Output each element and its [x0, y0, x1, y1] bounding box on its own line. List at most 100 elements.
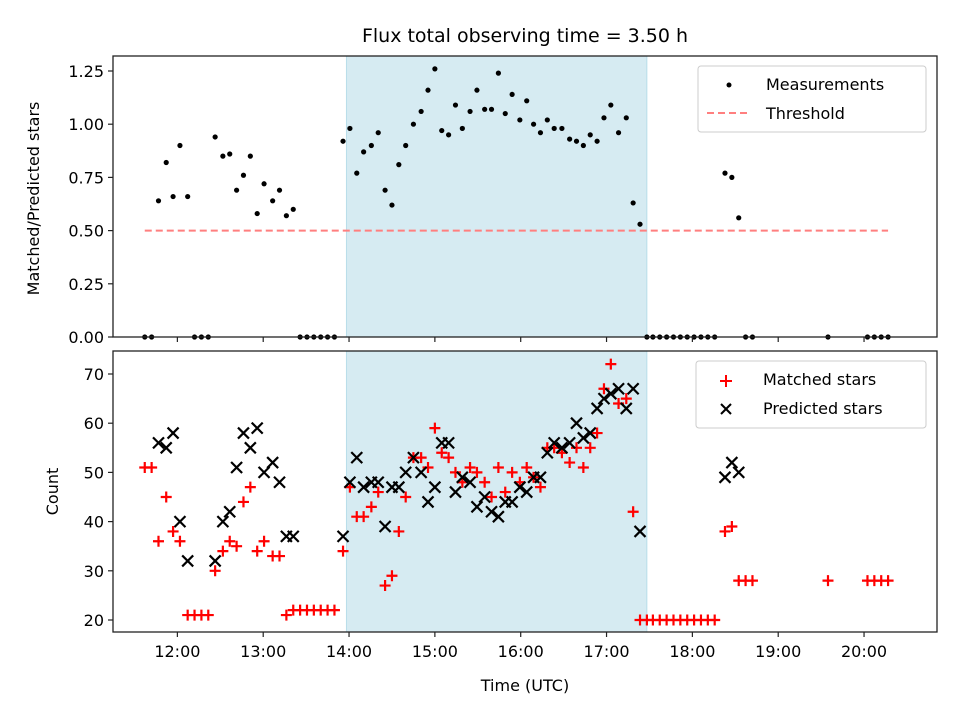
matched-star-point [499, 486, 511, 498]
predicted-star-point [181, 554, 194, 568]
measurement-point [524, 98, 530, 104]
matched-star-point [564, 457, 576, 469]
predicted-star-point [244, 441, 257, 455]
measurement-point [170, 193, 176, 200]
measurement-point [587, 132, 593, 138]
predicted-star-point [485, 505, 498, 519]
measurement-point [247, 153, 253, 159]
matched-star-point [620, 393, 632, 405]
measurement-point [220, 153, 226, 159]
measurement-point [580, 142, 586, 149]
matched-star-point [386, 570, 398, 582]
measurement-point [467, 108, 473, 115]
bottom-panel: 20 30 40 50 60 70 12:00 13:00 14:00 15:00 16:00 17… [43, 350, 938, 695]
measurement-point [177, 142, 183, 149]
matched-star-point [822, 575, 834, 587]
matched-star-point [379, 580, 391, 592]
bottom-y-tick-label: 60 [84, 414, 104, 433]
bottom-legend-box [695, 360, 927, 429]
predicted-star-point [371, 475, 385, 489]
predicted-star-point [534, 471, 547, 484]
measurement-point [573, 138, 580, 144]
predicted-star-point [718, 471, 732, 484]
bottom-x-tick-label: 20:00 [841, 642, 887, 661]
predicted-star-point [350, 451, 364, 464]
matched-star-point [709, 614, 721, 626]
top-legend-box [697, 65, 927, 133]
matched-star-point [174, 535, 186, 547]
matched-star-point [464, 461, 476, 473]
measurement-point [601, 115, 607, 121]
measurement-point [234, 187, 240, 193]
observing-window-shade-bottom [345, 350, 648, 633]
predicted-star-point [257, 466, 271, 479]
legend-predicted-marker [720, 403, 732, 415]
matched-star-point [400, 491, 412, 503]
measurement-point [452, 102, 459, 108]
measurement-point [425, 87, 431, 93]
matched-star-point [429, 422, 441, 434]
legend-matched-label: Matched stars [763, 370, 876, 389]
predicted-star-point [563, 436, 576, 450]
predicted-star-point [725, 456, 739, 469]
predicted-star-point [223, 505, 237, 519]
measurement-point [185, 193, 191, 200]
matched-star-point [152, 535, 164, 547]
measurement-point [361, 149, 367, 155]
measurement-point [389, 202, 395, 208]
measurement-point [517, 117, 523, 123]
predicted-star-point [336, 530, 350, 543]
measurement-point [729, 174, 735, 180]
predicted-star-point [250, 421, 264, 435]
measurement-point [615, 130, 622, 136]
measurement-point [637, 221, 643, 227]
predicted-star-point [541, 446, 554, 459]
measurement-point [530, 121, 537, 127]
bottom-y-tick-label: 30 [84, 562, 104, 581]
predicted-star-point [378, 520, 392, 533]
measurement-point [594, 138, 600, 144]
matched-star-point [393, 525, 405, 537]
predicted-star-point [152, 436, 165, 450]
measurement-point [270, 198, 276, 204]
matched-star-point [436, 447, 448, 459]
measurement-point [368, 142, 374, 149]
bottom-y-tick-label: 40 [84, 513, 104, 532]
predicted-star-point [633, 525, 647, 538]
legend-matched-marker [720, 375, 732, 387]
matched-star-point [258, 535, 270, 547]
predicted-star-point [357, 480, 370, 494]
bottom-y-tick-label: 50 [84, 463, 104, 482]
top-y-tick-label: 0.25 [68, 275, 104, 294]
matched-star-point [280, 609, 292, 621]
predicted-star-point [216, 515, 230, 528]
matched-star-point [882, 575, 894, 587]
measurement-point [722, 170, 728, 176]
legend-threshold-label: Threshold [765, 104, 845, 123]
measurement-point [537, 130, 544, 136]
matched-star-point [571, 442, 582, 454]
matched-star-point [224, 535, 236, 547]
bottom-x-tick-label: 15:00 [412, 642, 458, 661]
matched-star-point [584, 442, 596, 454]
measurement-point [155, 198, 162, 204]
predicted-star-point [555, 441, 569, 455]
predicted-star-point [442, 436, 455, 450]
matched-star-point [365, 501, 377, 513]
measurement-point [354, 170, 360, 176]
measurement-point [559, 125, 565, 132]
matched-star-point [627, 506, 639, 518]
top-y-tick-label: 0.00 [68, 328, 104, 347]
predicted-star-point [597, 392, 611, 405]
measurement-point [474, 87, 480, 93]
measurement-point [254, 210, 260, 217]
predicted-star-point [547, 436, 561, 450]
matched-star-point [471, 466, 483, 478]
matched-star-point [492, 461, 504, 473]
predicted-star-point [392, 480, 406, 494]
bottom-y-axis-label: Count [43, 468, 62, 516]
measurement-point [347, 125, 353, 132]
matched-star-point [598, 383, 610, 395]
matched-star-point [237, 496, 249, 508]
measurement-point [283, 213, 289, 219]
